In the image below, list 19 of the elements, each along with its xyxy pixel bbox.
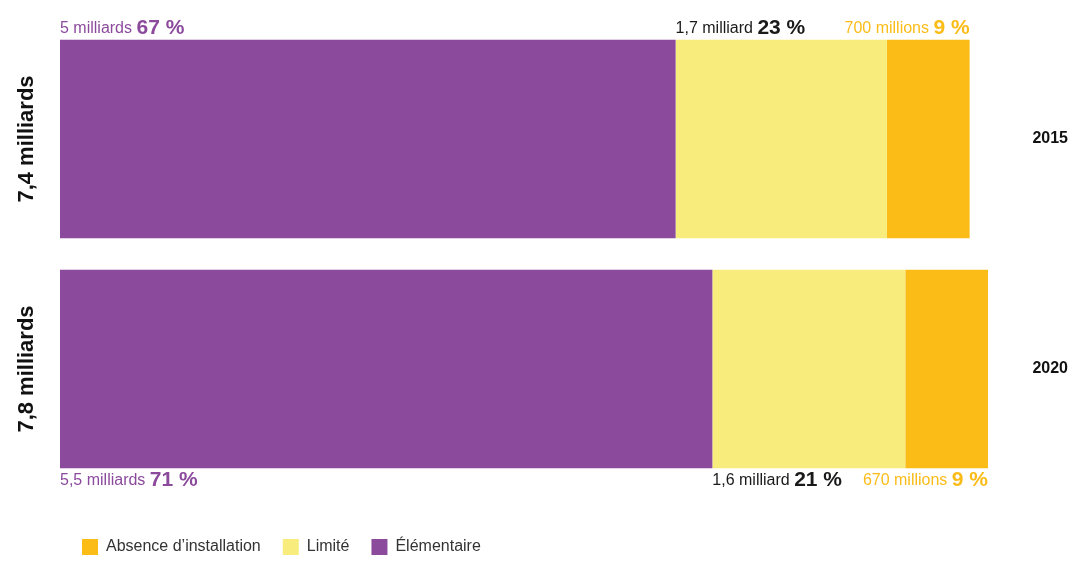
data-label: 23 % — [757, 15, 806, 39]
text: 7,4 milliards — [13, 75, 39, 203]
data-label: 9 % — [933, 15, 970, 39]
legend-label: Limité — [306, 537, 350, 555]
legend-label: Absence d’installation — [106, 537, 261, 555]
data-label: 67 % — [136, 15, 185, 39]
annotation: 1,7 milliard — [675, 19, 758, 37]
annotation: 5 milliards — [60, 19, 137, 37]
data-label: 9 % — [951, 467, 989, 491]
annotation: 700 millions — [844, 19, 934, 37]
y-tick-label: 2020 — [1032, 359, 1069, 377]
data-label: 71 % — [149, 467, 198, 491]
text: 7,8 milliards — [13, 305, 39, 433]
data-label: 21 % — [794, 467, 843, 491]
annotation: 670 millions — [862, 470, 952, 488]
annotation: 5,5 milliards — [60, 470, 150, 488]
annotation: 1,6 milliard — [712, 470, 795, 488]
y-tick-label: 2015 — [1032, 129, 1069, 147]
legend-label: Élémentaire — [395, 536, 481, 555]
